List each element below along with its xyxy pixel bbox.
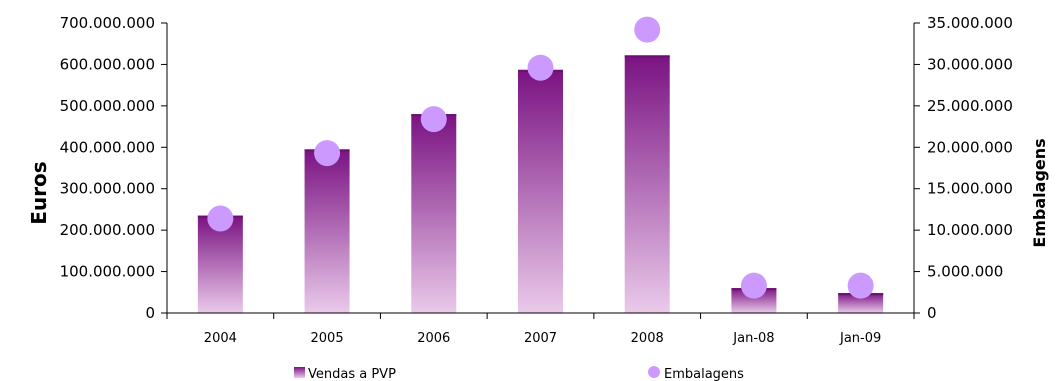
- bar: [624, 55, 670, 314]
- x-tick-label: 2004: [204, 331, 237, 346]
- y2-axis-title: Embalagens: [1030, 138, 1049, 247]
- y-tick-label: 300.000.000: [60, 180, 155, 198]
- point: [847, 272, 874, 299]
- bar: [197, 215, 243, 313]
- y2-tick-label: 35.000.000: [927, 14, 1013, 32]
- point: [207, 205, 234, 232]
- point: [420, 106, 447, 133]
- legend-swatch-bars: [294, 367, 305, 378]
- x-tick-label: Jan-09: [839, 331, 881, 346]
- y2-tick-label: 20.000.000: [927, 138, 1013, 156]
- point: [634, 16, 661, 43]
- legend-swatch-markers: [648, 366, 660, 378]
- y2-tick-label: 5.000.000: [927, 263, 1003, 281]
- legend-item-bars: Vendas a PVP: [294, 367, 396, 381]
- x-tick-label: 2005: [311, 331, 344, 346]
- y2-tick-label: 10.000.000: [927, 221, 1013, 239]
- point: [527, 54, 554, 81]
- y2-tick-label: 0: [927, 304, 937, 322]
- x-tick-label: 2006: [417, 331, 450, 346]
- y-tick-label: 600.000.000: [60, 55, 155, 73]
- y-tick-label: 500.000.000: [60, 97, 155, 115]
- bar: [518, 69, 563, 313]
- point: [740, 272, 767, 299]
- legend: Vendas a PVP Embalagens: [294, 366, 744, 381]
- bar: [411, 114, 457, 314]
- point: [314, 140, 341, 167]
- y-tick-label: 700.000.000: [60, 14, 155, 32]
- y2-tick-label: 15.000.000: [927, 180, 1013, 198]
- y-tick-label: 400.000.000: [60, 138, 155, 156]
- y-tick-label: 200.000.000: [60, 221, 155, 239]
- y-axis-title: Euros: [27, 161, 51, 224]
- bar: [838, 293, 884, 313]
- x-tick-label: 2007: [524, 331, 557, 346]
- x-tick-label: 2008: [631, 331, 664, 346]
- y2-tick-label: 30.000.000: [927, 55, 1013, 73]
- y2-tick-label: 25.000.000: [927, 97, 1013, 115]
- legend-label-markers: Embalagens: [664, 367, 744, 381]
- y-tick-label: 100.000.000: [60, 263, 155, 281]
- x-tick-label: Jan-08: [732, 331, 774, 346]
- y-tick-label: 0: [145, 304, 155, 322]
- legend-label-bars: Vendas a PVP: [308, 367, 396, 381]
- bar: [304, 149, 350, 313]
- legend-item-markers: Embalagens: [648, 366, 744, 381]
